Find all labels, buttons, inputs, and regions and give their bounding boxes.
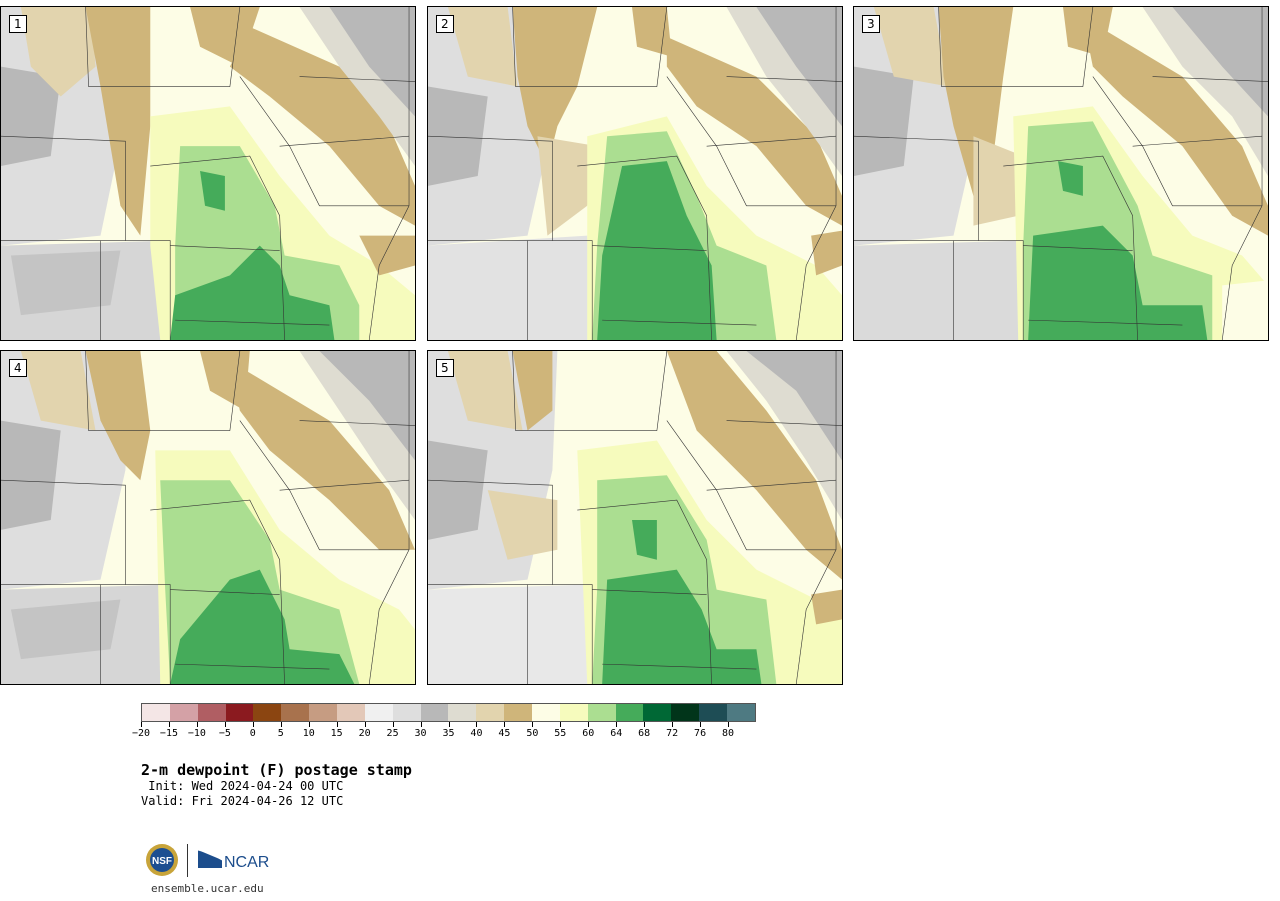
colorbar-segment xyxy=(337,704,365,721)
colorbar-tick-label: 25 xyxy=(386,728,399,739)
colorbar-tick xyxy=(700,722,702,727)
colorbar-segment xyxy=(699,704,728,721)
colorbar-segment xyxy=(420,704,449,721)
colorbar-tick-label: 45 xyxy=(498,728,511,739)
plot-title: 2-m dewpoint (F) postage stamp xyxy=(141,761,412,779)
colorbar-tick xyxy=(224,722,226,727)
colorbar-segment xyxy=(364,704,393,721)
colorbar-tick-label: −15 xyxy=(159,728,178,739)
dewpoint-map-3 xyxy=(854,7,1268,340)
panel-number: 2 xyxy=(436,15,454,33)
colorbar-tick-label: 20 xyxy=(358,728,371,739)
colorbar-tick xyxy=(280,722,282,727)
colorbar-tick xyxy=(476,722,478,727)
colorbar-segment xyxy=(309,704,338,721)
nsf-logo-icon: NSF xyxy=(146,844,178,876)
colorbar-tick xyxy=(364,722,366,727)
colorbar-tick-label: 5 xyxy=(277,728,284,739)
colorbar-tick xyxy=(728,722,730,727)
colorbar-segment xyxy=(476,704,505,721)
colorbar-segment xyxy=(169,704,198,721)
website-url: ensemble.ucar.edu xyxy=(151,882,264,895)
colorbar-tick-label: 76 xyxy=(694,728,707,739)
colorbar-tick-label: 64 xyxy=(610,728,623,739)
colorbar xyxy=(141,703,756,722)
colorbar-segment xyxy=(392,704,421,721)
logo-divider xyxy=(187,844,188,877)
colorbar-segment xyxy=(559,704,588,721)
colorbar-tick-label: 35 xyxy=(442,728,455,739)
colorbar-tick-label: −5 xyxy=(218,728,231,739)
colorbar-segment xyxy=(197,704,226,721)
colorbar-tick xyxy=(336,722,338,727)
colorbar-ticks: −20 −15 −10 −5 0 5 10 15 20 25 30 35 40 45 50 55 60 64 68 7… xyxy=(132,722,756,742)
colorbar-tick xyxy=(141,722,142,727)
colorbar-segment xyxy=(671,704,700,721)
colorbar-segment xyxy=(532,704,560,721)
colorbar-tick-label: 60 xyxy=(582,728,595,739)
colorbar-tick xyxy=(644,722,646,727)
colorbar-tick xyxy=(420,722,422,727)
colorbar-tick xyxy=(196,722,198,727)
colorbar-tick-label: 30 xyxy=(414,728,427,739)
colorbar-segment xyxy=(615,704,644,721)
colorbar-tick-label: 72 xyxy=(666,728,679,739)
colorbar-tick xyxy=(672,722,674,727)
colorbar-tick-label: 80 xyxy=(722,728,735,739)
ncar-logo-icon: NCAR xyxy=(198,849,269,871)
colorbar-tick-label: 55 xyxy=(554,728,567,739)
colorbar-tick-label: 68 xyxy=(638,728,651,739)
colorbar-tick xyxy=(252,722,254,727)
panel-number: 3 xyxy=(862,15,880,33)
colorbar-tick xyxy=(532,722,534,727)
colorbar-tick-label: 15 xyxy=(330,728,343,739)
map-panel-4: 4 xyxy=(0,350,416,685)
panel-number: 5 xyxy=(436,359,454,377)
colorbar-tick xyxy=(308,722,310,727)
colorbar-segment xyxy=(448,704,477,721)
dewpoint-map-1 xyxy=(1,7,415,340)
init-time: Init: Wed 2024-04-24 00 UTC xyxy=(141,779,344,793)
colorbar-tick xyxy=(448,722,450,727)
panel-number: 4 xyxy=(9,359,27,377)
colorbar-segment xyxy=(643,704,672,721)
map-panel-3: 3 xyxy=(853,6,1269,341)
colorbar-tick xyxy=(560,722,562,727)
colorbar-tick-label: −10 xyxy=(187,728,206,739)
dewpoint-map-2 xyxy=(428,7,842,340)
colorbar-segment xyxy=(142,704,170,721)
dewpoint-map-5 xyxy=(428,351,842,684)
map-panel-1: 1 xyxy=(0,6,416,341)
colorbar-tick-label: 10 xyxy=(302,728,315,739)
colorbar-tick-label: 50 xyxy=(526,728,539,739)
colorbar-tick-label: 0 xyxy=(249,728,256,739)
svg-text:NSF: NSF xyxy=(152,856,172,867)
colorbar-tick xyxy=(616,722,618,727)
colorbar-tick xyxy=(168,722,170,727)
colorbar-segment xyxy=(225,704,254,721)
colorbar-tick-label: 40 xyxy=(470,728,483,739)
colorbar-segment xyxy=(587,704,616,721)
dewpoint-map-4 xyxy=(1,351,415,684)
colorbar-segment xyxy=(504,704,533,721)
colorbar-tick xyxy=(392,722,394,727)
svg-text:NCAR: NCAR xyxy=(224,854,269,871)
colorbar-segment xyxy=(281,704,310,721)
colorbar-tick xyxy=(504,722,506,727)
colorbar-tick-label: −20 xyxy=(131,728,151,739)
panel-number: 1 xyxy=(9,15,27,33)
colorbar-segment xyxy=(727,704,755,721)
map-panel-5: 5 xyxy=(427,350,843,685)
colorbar-segment xyxy=(253,704,282,721)
map-panel-2: 2 xyxy=(427,6,843,341)
valid-time: Valid: Fri 2024-04-26 12 UTC xyxy=(141,794,344,808)
colorbar-tick xyxy=(588,722,590,727)
